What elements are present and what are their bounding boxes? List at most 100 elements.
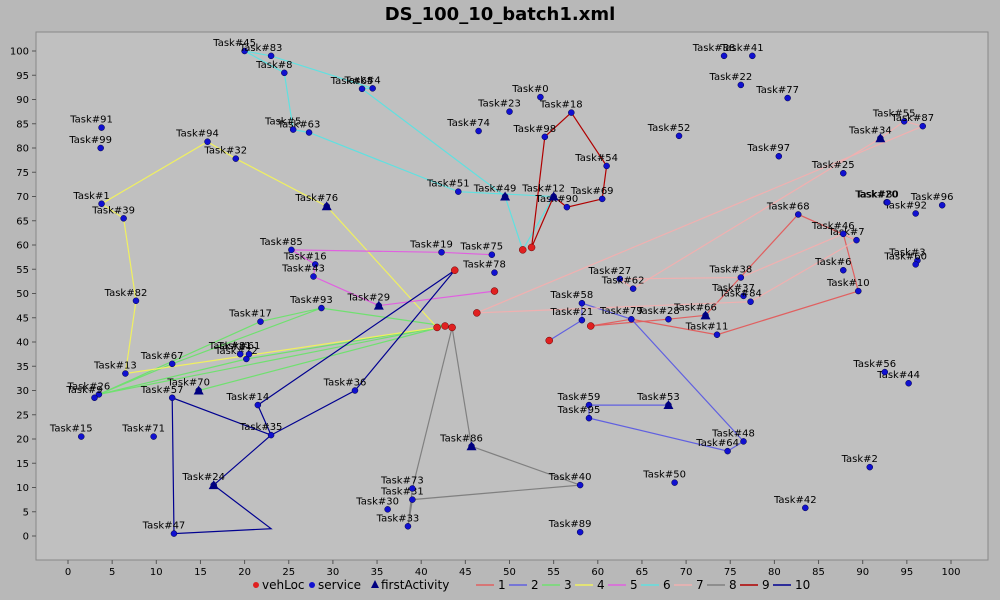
task-label: Task#27 [588,266,632,277]
service-point [629,285,637,292]
service-point [91,394,98,402]
task-label: Task#20 [854,189,898,200]
task-label: Task#28 [636,306,680,317]
service-point [900,118,908,125]
task-label: Task#38 [709,264,753,275]
y-tick-label: 85 [16,119,29,130]
vehicle-location-points [433,243,595,345]
y-tick-label: 5 [23,507,29,518]
service-point [737,81,745,89]
task-label: Task#29 [346,293,390,304]
first-activity-marker [500,191,511,201]
service-point [866,463,874,471]
vehicle-location-point [441,322,449,330]
x-tick-label: 75 [724,567,737,578]
service-point [884,199,891,206]
y-tick-label: 55 [16,265,29,276]
service-point [122,370,129,377]
service-point [384,506,391,513]
service-point [585,414,593,422]
task-label: Task#47 [142,521,186,532]
service-point [168,360,176,368]
task-label: Task#40 [548,472,592,483]
task-label: Task#39 [91,205,135,216]
task-label: Task#49 [473,184,517,195]
legend: vehLoc service firstActivity 1 2 3 4 5 6 7 8 9 10 [253,578,810,592]
y-tick-label: 0 [23,532,29,543]
legend-item-6: 6 [641,578,671,592]
task-label: Task#69 [570,186,614,197]
service-point [675,132,683,140]
task-label: Task#19 [409,239,453,250]
service-point [568,109,575,116]
task-label: Task#92 [883,200,927,211]
task-label: Task#83 [239,43,283,54]
task-label: Task#4 [343,75,380,86]
legend-triangle-icon [371,580,379,588]
service-point [170,530,178,537]
service-point [585,401,593,409]
task-label: Task#11 [685,322,729,333]
service-point [204,138,211,145]
service-point [840,266,847,274]
task-label: Task#9 [65,385,102,396]
legend-label: 10 [795,578,810,592]
task-label: Task#31 [380,487,424,498]
task-label: Task#57 [140,385,184,396]
service-point [713,331,721,338]
task-label: Task#98 [512,124,556,135]
task-label: Task#36 [323,378,367,389]
task-label: Task#50 [642,470,686,481]
y-tick-label: 95 [16,71,29,82]
first-activity-marker [193,385,204,395]
service-point [150,433,157,440]
service-point [438,249,445,256]
service-point [853,236,860,244]
vehicle-location-point [545,336,553,345]
task-label: Task#45 [212,38,256,49]
x-tick-label: 50 [503,567,516,578]
vehicle-location-point [433,323,441,332]
task-label: Task#13 [93,361,137,372]
service-point [616,275,624,283]
task-label: Task#99 [68,135,112,146]
task-label: Task#6 [814,257,851,268]
service-point [720,52,728,60]
route-line-10 [171,269,456,535]
plot-area [35,31,989,561]
task-label: Task#76 [294,193,338,204]
task-label: Task#66 [673,302,717,313]
task-label: Task#60 [883,251,927,262]
legend-label: 3 [564,578,572,592]
y-tick-label: 45 [16,313,29,324]
task-label: Task#82 [104,288,148,299]
x-tick-label: 65 [636,567,649,578]
task-label: Task#86 [439,433,483,444]
task-label: Task#58 [550,290,594,301]
service-point [578,299,586,307]
task-label: Task#12 [521,184,565,195]
x-tick-label: 85 [812,567,825,578]
task-label: Task#30 [355,496,399,507]
task-label: Task#77 [755,85,799,96]
task-label: Task#25 [811,160,855,171]
task-label: Task#42 [773,495,817,506]
x-tick-label: 40 [415,567,428,578]
task-label: Task#95 [557,405,601,416]
legend-item-4: 4 [575,578,605,592]
first-activity-marker [208,480,219,490]
y-tick-label: 60 [16,241,29,252]
service-point [665,315,672,323]
service-point [563,203,571,211]
x-tick-label: 0 [65,567,71,578]
task-label: Task#34 [848,125,892,136]
task-label: Task#79 [599,306,643,317]
y-tick-label: 80 [16,144,29,155]
y-tick-label: 100 [10,47,29,58]
service-point [168,394,176,402]
service-point [802,504,809,512]
task-label: Task#59 [557,392,601,403]
service-point [724,447,731,455]
task-label: Task#26 [67,381,111,392]
legend-label: 4 [597,578,605,592]
